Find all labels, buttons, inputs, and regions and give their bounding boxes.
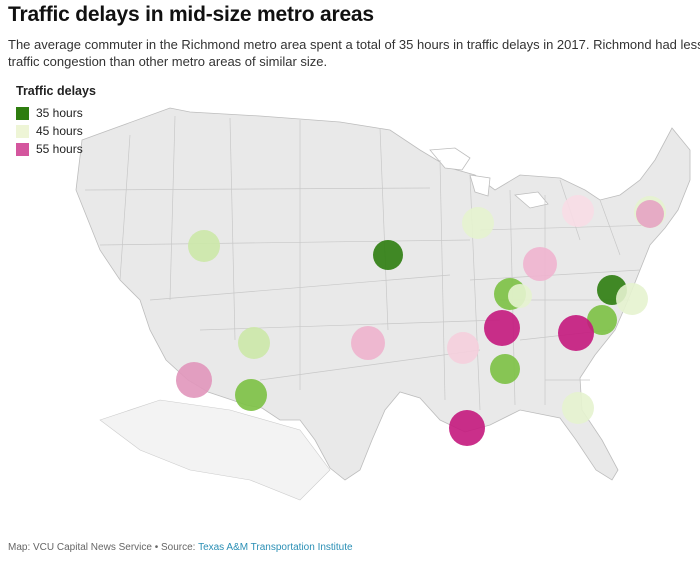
legend-swatch bbox=[16, 106, 29, 120]
legend-item: 45 hours bbox=[16, 122, 96, 140]
border-line bbox=[119, 134, 131, 281]
metro-bubble bbox=[447, 332, 479, 364]
border-line bbox=[99, 239, 471, 246]
legend: Traffic delays 35 hours 45 hours 55 hour… bbox=[16, 84, 96, 158]
border-line bbox=[149, 274, 451, 301]
mexico-shape bbox=[99, 399, 331, 501]
border-line bbox=[599, 199, 621, 256]
border-line bbox=[479, 224, 656, 231]
metro-bubble bbox=[238, 327, 270, 359]
metro-bubble bbox=[508, 284, 532, 308]
metro-bubble bbox=[462, 207, 494, 239]
legend-item: 35 hours bbox=[16, 104, 96, 122]
map-title: Traffic delays in mid-size metro areas bbox=[8, 3, 374, 26]
metro-bubble bbox=[523, 247, 557, 281]
border-line bbox=[229, 117, 236, 341]
great-lakes-shape bbox=[429, 147, 549, 209]
legend-swatch bbox=[16, 124, 29, 138]
legend-item: 55 hours bbox=[16, 140, 96, 158]
metro-bubble bbox=[562, 392, 594, 424]
legend-label: 35 hours bbox=[36, 106, 83, 120]
metro-bubble bbox=[558, 315, 594, 351]
border-line bbox=[84, 187, 431, 191]
metro-bubble bbox=[449, 410, 485, 446]
legend-label: 45 hours bbox=[36, 124, 83, 138]
metro-bubble bbox=[562, 195, 594, 227]
metro-bubble bbox=[587, 305, 617, 335]
map-subtitle: The average commuter in the Richmond met… bbox=[8, 37, 700, 69]
metro-bubble bbox=[636, 200, 664, 228]
legend-title: Traffic delays bbox=[16, 84, 96, 98]
california-mexico-edge bbox=[99, 399, 331, 501]
footer-credit: Map: VCU Capital News Service • Source: bbox=[8, 542, 199, 553]
footer: Map: VCU Capital News Service • Source: … bbox=[8, 542, 353, 553]
metro-bubble bbox=[616, 283, 648, 315]
border-line bbox=[379, 127, 389, 331]
metro-bubble bbox=[351, 326, 385, 360]
us-outline bbox=[75, 107, 691, 481]
metro-bubbles bbox=[176, 195, 666, 446]
metro-bubble bbox=[373, 240, 403, 270]
legend-swatch bbox=[16, 142, 29, 156]
metro-bubble bbox=[490, 354, 520, 384]
metro-bubble bbox=[235, 379, 267, 411]
legend-label: 55 hours bbox=[36, 142, 83, 156]
border-line bbox=[439, 159, 446, 401]
metro-bubble bbox=[176, 362, 212, 398]
metro-bubble bbox=[484, 310, 520, 346]
border-line bbox=[469, 269, 641, 281]
border-line bbox=[259, 349, 481, 381]
metro-bubble bbox=[188, 230, 220, 262]
source-link[interactable]: Texas A&M Transportation Institute bbox=[198, 542, 353, 553]
border-line bbox=[169, 115, 176, 301]
